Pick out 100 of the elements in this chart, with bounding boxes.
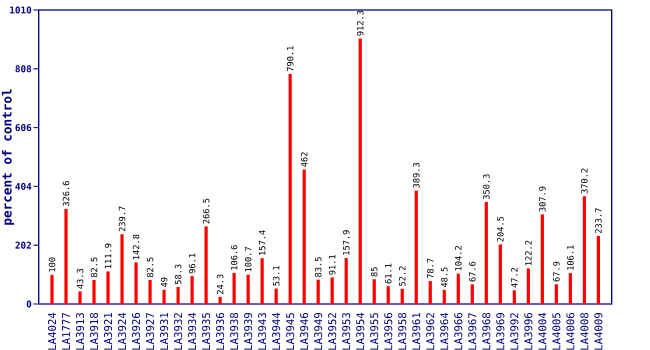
x-tick-label: LA3934	[188, 312, 196, 350]
bar	[204, 226, 208, 304]
bar	[568, 273, 572, 304]
data-label: 370.2	[581, 168, 588, 194]
x-tick-label: LA1777	[62, 313, 70, 350]
data-label: 266.5	[202, 198, 210, 224]
bar	[554, 284, 558, 304]
bar	[512, 290, 516, 304]
bar	[344, 258, 348, 304]
x-tick-label: LA3943	[258, 313, 266, 350]
x-tick-label: LA3954	[356, 312, 364, 350]
x-tick-label: LA3967	[468, 313, 476, 350]
data-label: 48.5	[441, 267, 448, 288]
x-tick-label: LA3996	[524, 312, 532, 350]
data-label: 104.2	[455, 246, 462, 270]
x-tick-label: LA3927	[146, 313, 154, 350]
x-tick-label: LA3969	[496, 313, 504, 350]
data-label: 83.5	[314, 257, 322, 277]
y-tick-label: 1010	[10, 6, 32, 14]
bar	[50, 274, 54, 304]
x-tick-label: LA3918	[90, 312, 98, 350]
data-label: 82.5	[146, 258, 154, 278]
data-label: 350.3	[483, 174, 490, 200]
bar	[190, 276, 194, 304]
data-label: 462	[300, 152, 308, 167]
data-label: 49	[160, 278, 168, 288]
bar	[302, 170, 306, 304]
x-tick-label: LA4004	[538, 312, 546, 350]
data-label: 239.7	[118, 206, 126, 232]
bar	[428, 281, 432, 304]
data-label: 307.9	[539, 186, 546, 212]
data-label: 790.1	[286, 46, 294, 72]
x-tick-label: LA3949	[314, 313, 322, 350]
x-tick-label: LA4006	[566, 312, 574, 350]
y-tick-label: 0	[26, 300, 32, 308]
bar	[274, 288, 278, 304]
x-tick-label: LA3953	[342, 313, 350, 350]
bar	[316, 280, 320, 304]
y-tick-label: 606	[16, 124, 32, 132]
data-label: 61.1	[384, 264, 392, 284]
data-label: 100.7	[244, 246, 252, 272]
data-label: 85	[370, 267, 378, 276]
data-label: 157.4	[258, 230, 266, 255]
bar	[498, 244, 502, 304]
bar	[386, 286, 390, 304]
bar	[414, 190, 418, 304]
data-label: 91.1	[328, 254, 336, 275]
data-label: 106.6	[230, 245, 238, 270]
x-tick-label: LA3913	[76, 313, 84, 350]
data-label: 157.9	[342, 230, 350, 255]
bar	[526, 268, 530, 304]
data-label: 326.6	[62, 181, 70, 206]
bar	[148, 280, 152, 304]
x-tick-label: LA3962	[426, 313, 434, 350]
x-tick-label: LA4009	[594, 313, 602, 350]
data-label: 100	[48, 258, 56, 272]
x-tick-label: LA3931	[160, 313, 168, 350]
data-label: 96.1	[188, 253, 196, 274]
data-label: 389.3	[412, 162, 420, 188]
y-axis-title: percent of control	[2, 89, 14, 225]
x-tick-label: LA3945	[286, 313, 294, 350]
x-tick-label: LA3961	[412, 313, 420, 350]
x-tick-label: LA3944	[272, 312, 280, 350]
data-label: 67.6	[469, 262, 476, 282]
data-label: 142.8	[132, 234, 140, 260]
bar	[484, 202, 488, 304]
x-tick-label: LA3935	[202, 313, 210, 350]
data-label: 47.2	[511, 268, 518, 288]
x-tick-label: LA3955	[370, 313, 378, 350]
x-tick-label: LA3938	[230, 312, 238, 350]
x-tick-label: LA3939	[244, 313, 252, 350]
x-tick-label: LA3924	[118, 312, 126, 350]
bar	[596, 236, 600, 304]
bar	[260, 258, 264, 304]
bar	[106, 271, 110, 304]
x-tick-label: LA3992	[510, 313, 518, 350]
bar	[134, 262, 138, 304]
x-tick-label: LA3956	[384, 312, 392, 350]
x-tick-label: LA4008	[580, 312, 588, 350]
data-label: 912.3	[356, 10, 364, 36]
bar	[232, 272, 236, 304]
x-tick-label: LA4005	[552, 313, 560, 350]
data-label: 233.7	[595, 208, 602, 234]
bar	[218, 296, 222, 304]
bar	[64, 208, 68, 304]
bar	[162, 290, 166, 304]
x-tick-label: LA3964	[440, 312, 448, 350]
bar	[92, 280, 96, 304]
bar	[372, 279, 376, 304]
data-label: 204.5	[497, 216, 504, 242]
bar	[288, 74, 292, 304]
bar	[442, 290, 446, 304]
x-tick-label: LA3936	[216, 312, 224, 350]
bar	[456, 274, 460, 304]
data-label: 24.3	[216, 274, 224, 294]
data-label: 106.1	[567, 245, 574, 270]
y-tick-label: 202	[15, 242, 31, 249]
data-label: 58.3	[174, 264, 182, 284]
data-label: 43.3	[76, 268, 84, 289]
bar	[176, 287, 180, 304]
